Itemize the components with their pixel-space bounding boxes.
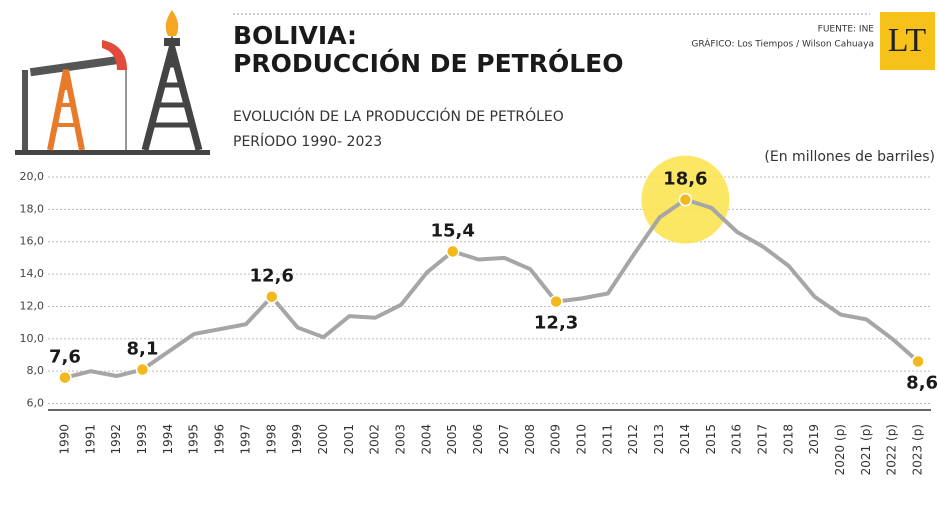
x-tick-label: 2006	[471, 424, 485, 455]
x-tick-label: 2009	[549, 424, 563, 455]
x-tick-label: 2012	[626, 424, 640, 455]
x-tick-label: 1991	[83, 424, 97, 455]
x-tick-label: 2017	[755, 424, 769, 455]
x-tick-label: 1996	[213, 424, 227, 455]
x-tick-label: 2019	[807, 424, 821, 455]
x-tick-label: 2008	[523, 424, 537, 455]
illustration	[15, 10, 210, 155]
value-label: 8,1	[127, 339, 159, 360]
x-tick-label: 1994	[161, 424, 175, 455]
chart: BOLIVIA: PRODUCCIÓN DE PETRÓLEO EVOLUCIÓ…	[0, 0, 939, 516]
y-tick-label: 18,0	[20, 202, 45, 215]
x-tick-label: 2010	[574, 424, 588, 455]
x-tick-label: 2002	[368, 424, 382, 455]
value-label: 15,4	[431, 220, 475, 241]
source: FUENTE: INE	[818, 25, 875, 35]
x-tick-label: 2011	[600, 424, 614, 455]
y-tick-label: 12,0	[20, 299, 45, 312]
value-label: 12,6	[250, 266, 294, 287]
marker	[447, 245, 459, 257]
y-tick-label: 20,0	[20, 170, 45, 183]
x-tick-label: 2018	[781, 424, 795, 455]
x-tick-label: 2007	[497, 424, 511, 455]
x-tick-label: 1992	[109, 424, 123, 455]
x-tick-label: 2013	[652, 424, 666, 455]
subtitle: PERÍODO 1990- 2023	[233, 133, 382, 150]
unit-label: (En millones de barriles)	[764, 149, 935, 165]
subtitle: EVOLUCIÓN DE LA PRODUCCIÓN DE PETRÓLEO	[233, 107, 564, 125]
x-tick-label: 2000	[316, 424, 330, 455]
value-label: 8,6	[906, 372, 938, 393]
marker	[59, 372, 71, 384]
marker	[550, 296, 562, 308]
marker	[136, 364, 148, 376]
x-tick-label: 2016	[730, 424, 744, 455]
x-tick-label: 2014	[678, 424, 692, 455]
x-tick-label: 1998	[264, 424, 278, 455]
marker	[679, 194, 691, 206]
x-tick-label: 2003	[394, 424, 408, 455]
x-tick-label: 1999	[290, 424, 304, 455]
x-tick-label: 2005	[445, 424, 459, 455]
value-label: 7,6	[49, 347, 81, 368]
y-tick-label: 10,0	[20, 332, 45, 345]
y-tick-label: 6,0	[27, 397, 45, 410]
marker	[912, 355, 924, 367]
x-tick-label: 2023 (p)	[911, 424, 925, 475]
y-tick-label: 16,0	[20, 235, 45, 248]
logo: LT	[888, 22, 927, 59]
credit: GRÁFICO: Los Tiempos / Wilson Cahuaya	[691, 38, 874, 50]
x-tick-label: 1995	[187, 424, 201, 455]
y-tick-label: 8,0	[27, 364, 45, 377]
chart-title: BOLIVIA:	[233, 21, 357, 50]
chart-title: PRODUCCIÓN DE PETRÓLEO	[233, 48, 624, 78]
x-tick-label: 2022 (p)	[885, 424, 899, 475]
x-tick-label: 2015	[704, 424, 718, 455]
x-tick-label: 1990	[57, 424, 71, 455]
value-label: 12,3	[534, 313, 578, 334]
line	[65, 200, 918, 378]
marker	[266, 291, 278, 303]
x-tick-label: 1993	[135, 424, 149, 455]
x-tick-label: 2021 (p)	[859, 424, 873, 475]
x-tick-label: 2004	[419, 424, 433, 455]
x-tick-label: 2001	[342, 424, 356, 455]
y-tick-label: 14,0	[20, 267, 45, 280]
x-tick-label: 2020 (p)	[833, 424, 847, 475]
x-tick-label: 1997	[238, 424, 252, 455]
value-label: 18,6	[663, 169, 707, 190]
